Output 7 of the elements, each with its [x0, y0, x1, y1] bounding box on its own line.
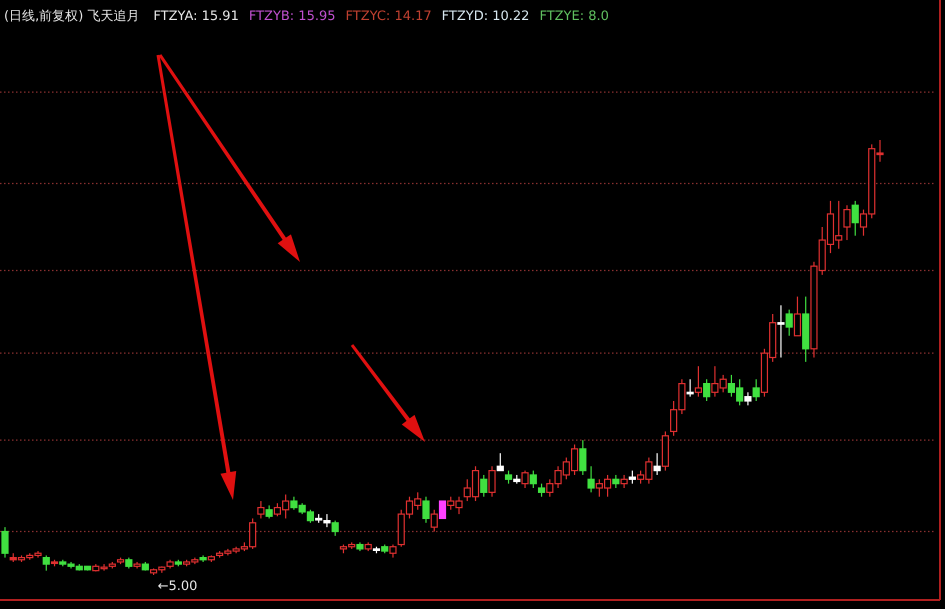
annotation: ←5.00 — [158, 579, 198, 594]
annotation: FTZYB: 15.95 — [248, 9, 336, 24]
annotation: FTZYD: 10.22 — [442, 9, 530, 24]
annotation: FTZYE: 8.0 — [539, 9, 609, 24]
annotation: FTZYA: 15.91 — [153, 9, 239, 24]
annotation: FTZYC: 14.17 — [346, 9, 432, 24]
title: (日线,前复权) 飞天追月 — [4, 9, 140, 24]
